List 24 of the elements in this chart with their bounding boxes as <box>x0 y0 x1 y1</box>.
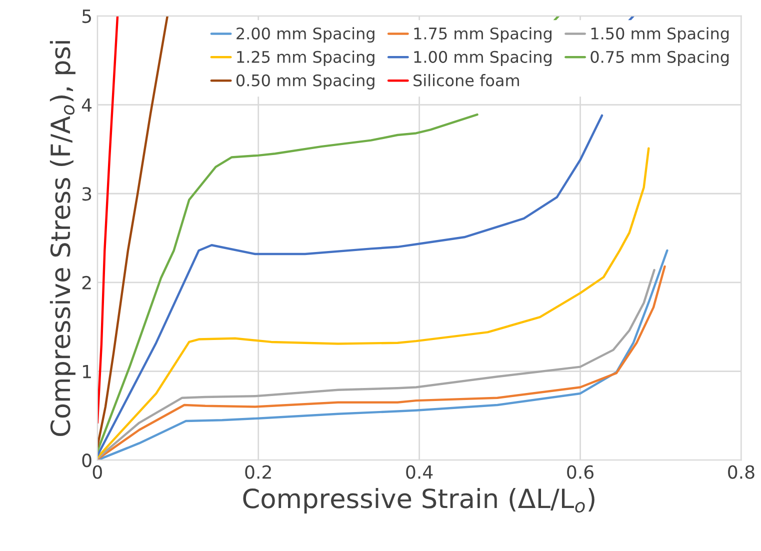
legend-label: 1.25 mm Spacing <box>237 50 374 66</box>
x-tick-label: 0 <box>92 465 102 479</box>
legend-label: 1.75 mm Spacing <box>414 27 552 43</box>
y-tick-label: 0 <box>82 454 92 468</box>
y-tick-label: 3 <box>82 187 92 201</box>
legend-label: Silicone foam <box>414 74 519 86</box>
y-tick-label: 4 <box>82 98 92 112</box>
legend-label: 0.50 mm Spacing <box>236 74 374 90</box>
y-tick-label: 2 <box>82 276 91 290</box>
x-axis-title: Compressive Strain (ΔL/L$_{o}$) <box>243 488 594 514</box>
legend-label: 0.75 mm Spacing <box>590 50 729 66</box>
legend-label: 1.00 mm Spacing <box>414 50 552 66</box>
line-series <box>97 16 169 448</box>
legend-label: 1.50 mm Spacing <box>591 27 729 43</box>
y-axis-title: Compressive Stress (F/A$_{o}$), psi <box>50 41 76 436</box>
line-series <box>97 16 119 424</box>
legend-label: 2.00 mm Spacing <box>236 27 374 43</box>
line-series <box>97 147 650 459</box>
x-tick-label: 0.4 <box>406 465 433 479</box>
y-tick-label: 1 <box>83 364 91 378</box>
x-tick-label: 0.8 <box>728 465 754 479</box>
y-tick-label: 5 <box>82 10 91 24</box>
x-tick-label: 0.6 <box>567 465 594 479</box>
x-tick-label: 0.2 <box>245 465 271 479</box>
